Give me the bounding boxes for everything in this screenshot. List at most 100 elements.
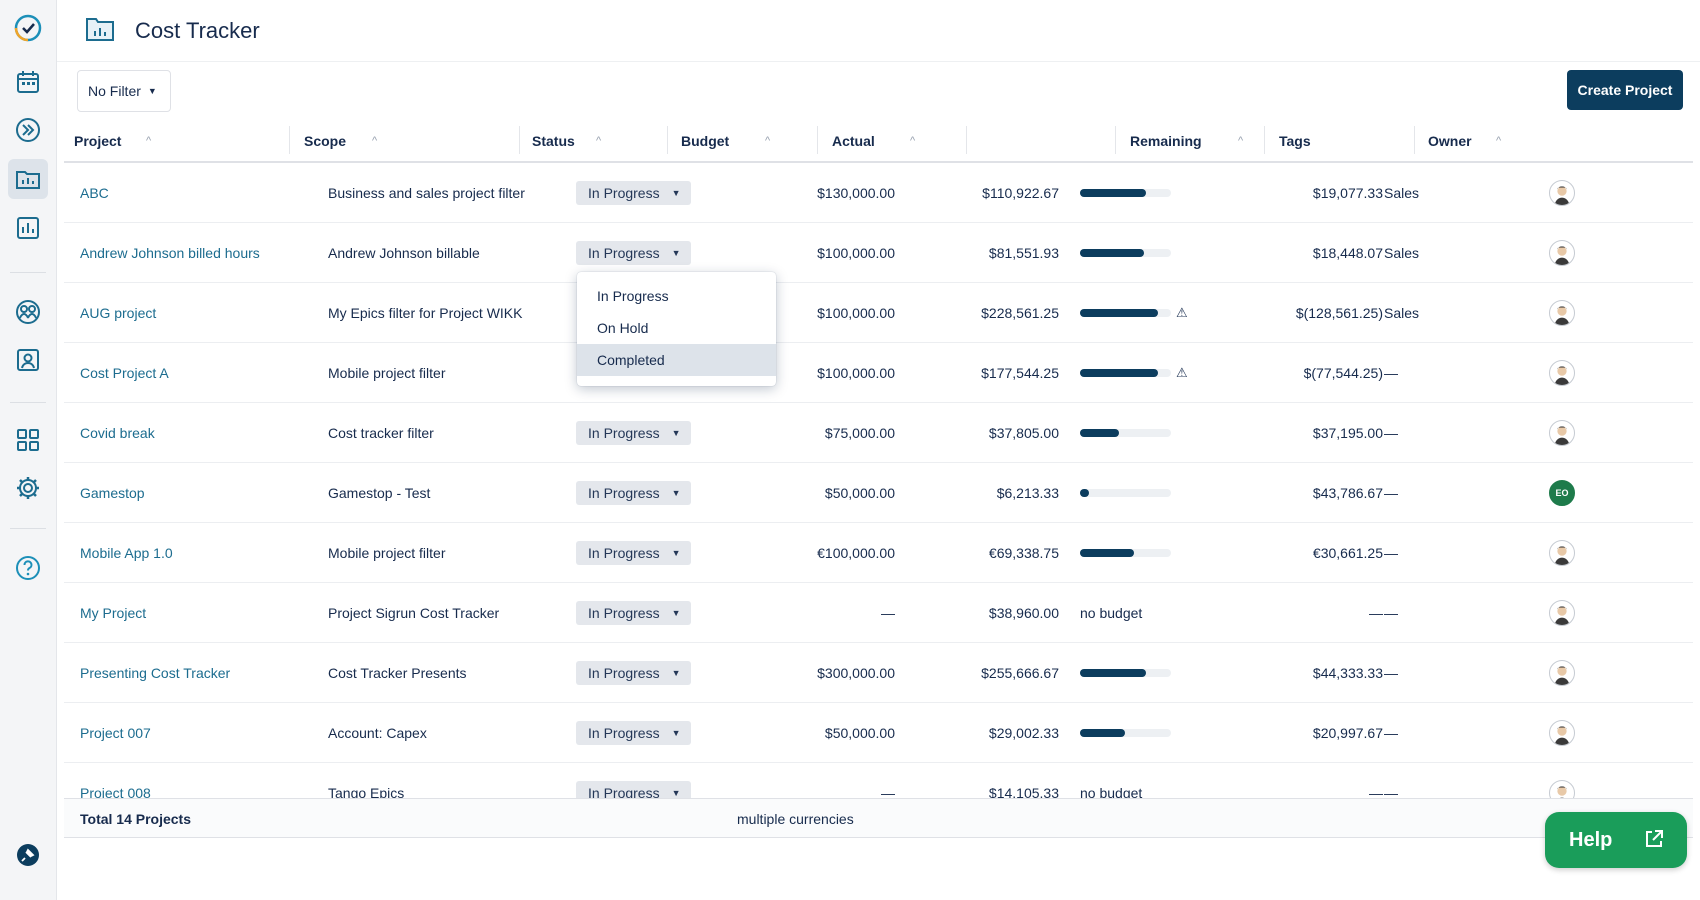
- table-row[interactable]: Gamestop Gamestop - Test In Progress ▼ $5…: [64, 463, 1693, 523]
- warning-triangle-icon: ⚠: [1176, 305, 1188, 320]
- team-icon[interactable]: [8, 292, 48, 332]
- budget-progress-bar: [1080, 369, 1171, 377]
- status-cell: In Progress ▼: [576, 403, 691, 463]
- status-option[interactable]: In Progress: [597, 288, 669, 304]
- cost-tracker-folder-icon[interactable]: [8, 159, 48, 199]
- project-link[interactable]: Mobile App 1.0: [80, 545, 173, 561]
- calendar-icon[interactable]: [8, 62, 48, 102]
- app-logo-icon[interactable]: [8, 8, 48, 48]
- progress-cell: [1080, 643, 1200, 703]
- owner-avatar[interactable]: [1549, 780, 1575, 798]
- pin-icon[interactable]: [8, 835, 48, 875]
- column-header-scope[interactable]: Scope ^: [304, 118, 377, 163]
- tags-value: —: [1384, 605, 1398, 621]
- project-link[interactable]: My Project: [80, 605, 147, 621]
- status-dropdown[interactable]: In Progress ▼: [576, 541, 691, 565]
- owner-cell: [1549, 343, 1575, 403]
- forward-circle-icon[interactable]: [8, 110, 48, 150]
- table-row[interactable]: Covid break Cost tracker filter In Progr…: [64, 403, 1693, 463]
- column-header-status[interactable]: Status ^: [532, 118, 601, 163]
- no-budget-label: no budget: [1080, 605, 1143, 621]
- column-header-budget[interactable]: Budget ^: [681, 118, 770, 163]
- budget-value: $300,000.00: [817, 665, 895, 681]
- owner-avatar[interactable]: [1549, 600, 1575, 626]
- status-dropdown[interactable]: In Progress ▼: [576, 481, 691, 505]
- status-dropdown[interactable]: In Progress ▼: [576, 601, 691, 625]
- apps-grid-icon[interactable]: [8, 420, 48, 460]
- project-link[interactable]: Cost Project A: [80, 365, 169, 381]
- table-row[interactable]: Project 008 Tango Epics In Progress ▼ — $…: [64, 763, 1693, 798]
- help-circle-icon[interactable]: [8, 548, 48, 588]
- owner-avatar[interactable]: [1549, 180, 1575, 206]
- table-row[interactable]: Andrew Johnson billed hours Andrew Johns…: [64, 223, 1693, 283]
- column-label: Project: [74, 132, 122, 149]
- status-dropdown[interactable]: In Progress ▼: [576, 661, 691, 685]
- project-link[interactable]: Project 008: [80, 785, 151, 798]
- column-label: Budget: [681, 132, 730, 149]
- table-row[interactable]: Presenting Cost Tracker Cost Tracker Pre…: [64, 643, 1693, 703]
- scope-text: Mobile project filter: [328, 545, 446, 561]
- progress-cell: [1080, 163, 1200, 223]
- project-link[interactable]: ABC: [80, 185, 109, 201]
- project-link[interactable]: AUG project: [80, 305, 157, 321]
- status-label: In Progress: [588, 425, 660, 441]
- tags-value: —: [1384, 545, 1398, 561]
- column-separator: [519, 126, 520, 154]
- status-label: In Progress: [588, 185, 660, 201]
- column-header-owner[interactable]: Owner ^: [1428, 118, 1501, 163]
- column-header-tags[interactable]: Tags: [1279, 118, 1311, 163]
- budget-value: $100,000.00: [817, 245, 895, 261]
- status-option[interactable]: On Hold: [597, 320, 649, 336]
- owner-avatar[interactable]: [1549, 300, 1575, 326]
- status-dropdown[interactable]: In Progress ▼: [576, 721, 691, 745]
- filter-dropdown[interactable]: No Filter ▼: [77, 70, 171, 112]
- table-row[interactable]: AUG project My Epics filter for Project …: [64, 283, 1693, 343]
- owner-avatar[interactable]: [1549, 240, 1575, 266]
- table-row[interactable]: Cost Project A Mobile project filter $10…: [64, 343, 1693, 403]
- page-header: Cost Tracker: [57, 0, 1700, 62]
- column-header-project[interactable]: Project ^: [74, 118, 289, 163]
- status-option[interactable]: Completed: [577, 344, 776, 376]
- table-row[interactable]: My Project Project Sigrun Cost Tracker I…: [64, 583, 1693, 643]
- project-link[interactable]: Gamestop: [80, 485, 145, 501]
- owner-avatar[interactable]: [1549, 360, 1575, 386]
- sidebar-divider: [10, 272, 46, 273]
- owner-avatar[interactable]: [1549, 660, 1575, 686]
- status-dropdown[interactable]: In Progress ▼: [576, 781, 691, 798]
- status-label: In Progress: [588, 665, 660, 681]
- table-row[interactable]: Project 007 Account: Capex In Progress ▼ …: [64, 703, 1693, 763]
- status-dropdown[interactable]: In Progress ▼: [576, 181, 691, 205]
- status-label: In Progress: [588, 545, 660, 561]
- progress-cell: [1080, 703, 1200, 763]
- status-cell: In Progress ▼: [576, 463, 691, 523]
- budget-progress-fill: [1080, 369, 1158, 377]
- owner-avatar[interactable]: EO: [1549, 480, 1575, 506]
- project-link[interactable]: Andrew Johnson billed hours: [80, 245, 260, 261]
- table-row[interactable]: ABC Business and sales project filter In…: [64, 163, 1693, 223]
- status-dropdown[interactable]: In Progress ▼: [576, 421, 691, 445]
- help-button[interactable]: Help: [1545, 812, 1687, 868]
- owner-avatar[interactable]: [1549, 720, 1575, 746]
- table-row[interactable]: Mobile App 1.0 Mobile project filter In …: [64, 523, 1693, 583]
- owner-cell: [1549, 583, 1575, 643]
- chevron-down-icon: ▼: [147, 86, 157, 96]
- owner-avatar[interactable]: [1549, 420, 1575, 446]
- user-profile-icon[interactable]: [8, 340, 48, 380]
- status-dropdown[interactable]: In Progress ▼: [576, 241, 691, 265]
- settings-gear-icon[interactable]: [8, 468, 48, 508]
- column-header-remaining[interactable]: Remaining ^: [1130, 118, 1243, 163]
- sort-arrow-icon: ^: [1496, 134, 1502, 147]
- project-link[interactable]: Presenting Cost Tracker: [80, 665, 231, 681]
- project-link[interactable]: Project 007: [80, 725, 151, 741]
- tags-value: Sales: [1384, 185, 1420, 201]
- currency-note: multiple currencies: [737, 811, 854, 827]
- reports-chart-icon[interactable]: [8, 208, 48, 248]
- owner-cell: [1549, 163, 1575, 223]
- status-cell: In Progress ▼: [576, 523, 691, 583]
- create-project-button[interactable]: Create Project: [1567, 70, 1683, 110]
- owner-cell: [1549, 763, 1575, 798]
- column-header-actual[interactable]: Actual ^: [832, 118, 915, 163]
- help-label: Help: [1569, 828, 1613, 851]
- project-link[interactable]: Covid break: [80, 425, 155, 441]
- owner-avatar[interactable]: [1549, 540, 1575, 566]
